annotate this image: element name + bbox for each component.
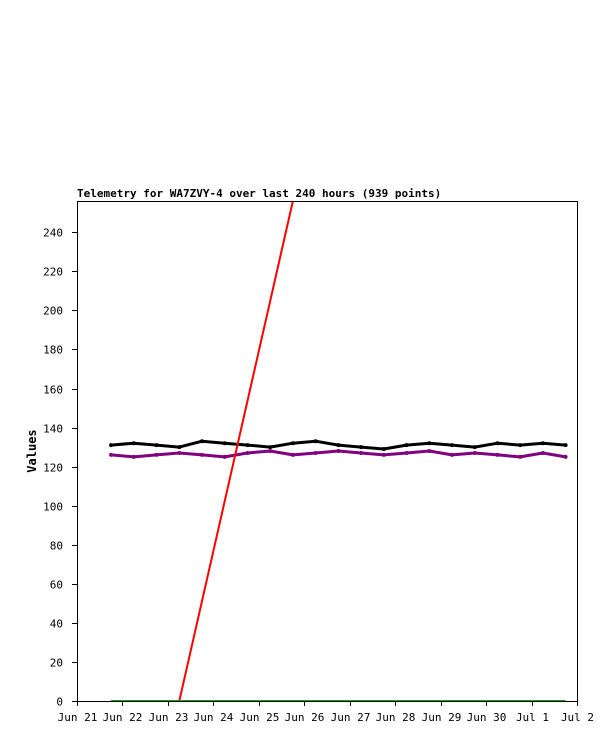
x-tick-label: Jun 22 <box>103 711 143 724</box>
data-point <box>109 452 114 457</box>
x-tick-label: Jun 30 <box>467 711 507 724</box>
y-tick-label: 60 <box>50 579 63 592</box>
data-point <box>177 451 182 455</box>
x-tick-label: Jun 23 <box>149 711 189 724</box>
y-tick-label: 100 <box>43 501 63 514</box>
data-point <box>200 439 204 444</box>
y-tick-label: 80 <box>50 540 63 553</box>
series-layer <box>109 200 568 702</box>
series-line-3 <box>178 200 294 702</box>
plot-frame <box>77 201 578 702</box>
data-point <box>563 454 568 459</box>
y-tick-label: 20 <box>50 657 63 670</box>
data-point <box>222 454 227 459</box>
y-tick-label: 120 <box>43 462 63 475</box>
data-point <box>563 443 568 448</box>
data-point <box>404 443 409 448</box>
data-point <box>518 443 523 448</box>
data-point <box>131 454 136 459</box>
y-tick-label: 140 <box>43 423 63 436</box>
y-tick-label: 0 <box>56 696 63 709</box>
y-axis-label: Values <box>25 429 39 472</box>
y-axis: 0 20 40 60 80 100 120 140 160 180 200 220 240 <box>43 227 77 709</box>
data-point <box>518 454 523 459</box>
y-tick-label: 180 <box>43 344 63 357</box>
x-tick-label: Jun 25 <box>240 711 280 724</box>
x-tick-label: Jun 21 <box>58 711 98 724</box>
x-tick-label: Jun 27 <box>331 711 371 724</box>
x-tick-label: Jun 28 <box>376 711 416 724</box>
x-axis: Jun 21 Jun 22 Jun 23 Jun 24 Jun 25 Jun 26 Jun … <box>58 701 594 724</box>
x-tick-label: Jun 26 <box>285 711 325 724</box>
data-point <box>245 443 250 448</box>
data-point <box>290 441 295 446</box>
y-tick-label: 240 <box>43 227 63 240</box>
data-point <box>472 451 477 455</box>
data-point <box>472 445 477 450</box>
data-point <box>381 452 386 457</box>
data-point <box>268 445 273 450</box>
chart-title: Telemetry for WA7ZVY-4 over last 240 hou… <box>77 187 441 200</box>
data-point <box>200 452 204 457</box>
y-tick-label: 40 <box>50 618 63 631</box>
data-point <box>540 441 545 446</box>
data-point <box>109 443 114 448</box>
x-tick-label: Jul 1 <box>516 711 549 724</box>
data-point <box>245 451 250 455</box>
data-point <box>495 452 500 457</box>
data-point <box>313 451 318 455</box>
data-point <box>336 449 341 453</box>
data-point <box>495 441 500 446</box>
data-point <box>154 443 159 448</box>
data-point <box>268 449 273 453</box>
data-point <box>290 452 295 457</box>
data-point <box>222 441 227 446</box>
data-point <box>404 451 409 455</box>
x-tick-label: Jul 2 <box>561 711 594 724</box>
data-point <box>450 443 454 448</box>
y-tick-label: 220 <box>43 266 63 279</box>
x-tick-label: Jun 29 <box>422 711 462 724</box>
data-point <box>131 441 136 446</box>
y-tick-label: 160 <box>43 384 63 397</box>
data-point <box>313 439 318 444</box>
data-point <box>427 449 432 453</box>
x-tick-label: Jun 24 <box>194 711 234 724</box>
data-point <box>359 445 364 450</box>
data-point <box>450 452 454 457</box>
y-tick-label: 200 <box>43 305 63 318</box>
data-point <box>540 451 545 455</box>
data-point <box>336 443 341 448</box>
data-point <box>154 452 159 457</box>
data-point <box>359 451 364 455</box>
data-point <box>177 445 182 450</box>
data-point <box>381 447 386 451</box>
data-point <box>427 441 432 446</box>
